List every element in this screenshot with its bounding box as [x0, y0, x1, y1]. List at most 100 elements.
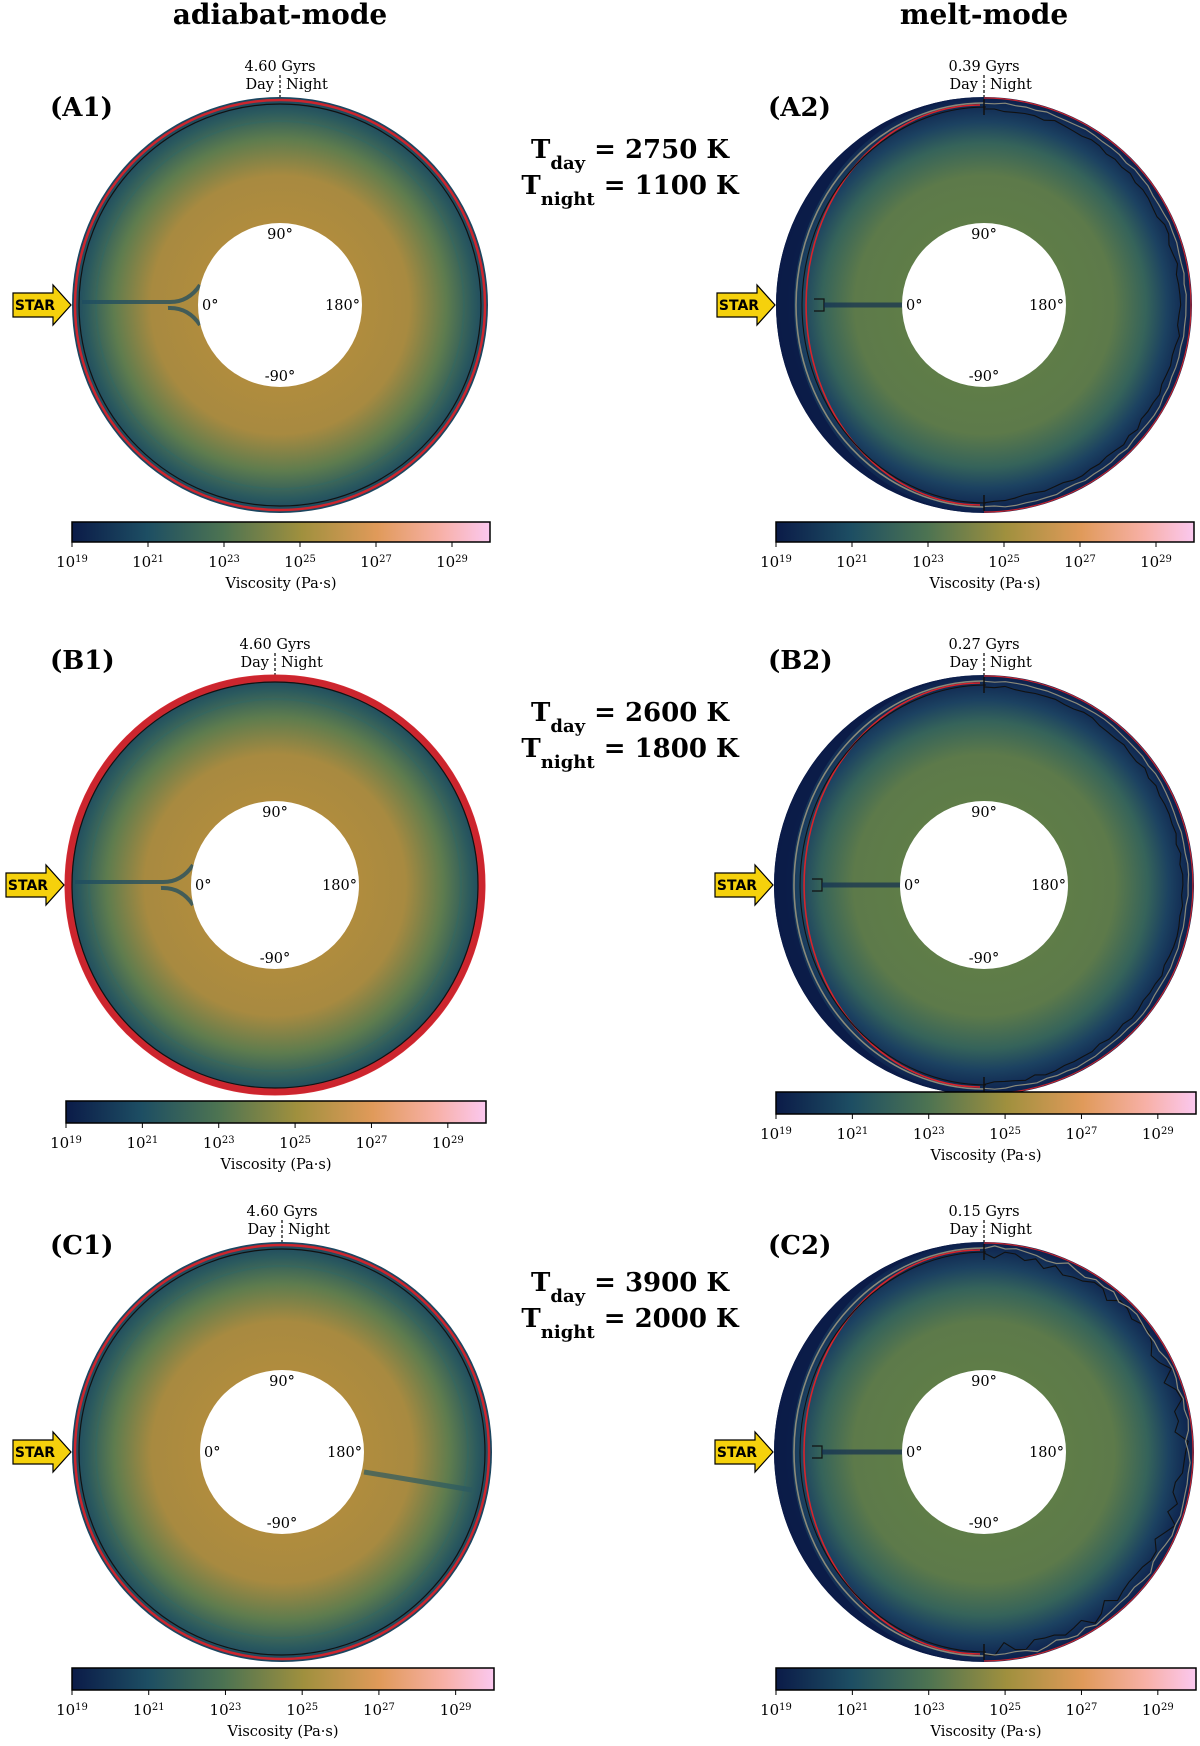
star-arrow-icon: [714, 1430, 774, 1474]
night-label: Night: [990, 1222, 1032, 1238]
night-label: Night: [990, 77, 1032, 93]
angle-180-label: 180°: [325, 298, 360, 314]
day-label: Day: [246, 77, 275, 93]
age-label: 0.39 Gyrs: [948, 59, 1019, 75]
angle-90-label: 90°: [971, 805, 997, 821]
colorbar-tick-label: 1029: [436, 553, 468, 571]
day-label: Day: [950, 77, 979, 93]
nightside-solidus-contour: [983, 1245, 1191, 1656]
thermal-boundary-ring: [88, 698, 462, 1072]
black-contour-ring: [78, 1248, 486, 1656]
age-label: 4.60 Gyrs: [244, 59, 315, 75]
colorbar-tick-label: 1029: [432, 1134, 464, 1152]
star-arrow-icon: [714, 863, 774, 907]
colorbar-tick-label: 1019: [56, 1701, 88, 1719]
colorbar-tick-label: 1023: [208, 553, 240, 571]
colorbar-tick-label: 1029: [1140, 553, 1172, 571]
core-region: [902, 1370, 1066, 1534]
angle-minus90-label: -90°: [969, 369, 1000, 385]
age-label: 4.60 Gyrs: [239, 637, 310, 653]
core-region: [902, 223, 1066, 387]
colorbar-label: Viscosity (Pa·s): [220, 1157, 332, 1173]
night-label: Night: [990, 655, 1032, 671]
angle-180-label: 180°: [1029, 298, 1064, 314]
angle-180-label: 180°: [322, 878, 357, 894]
angle-180-label: 180°: [1029, 1445, 1064, 1461]
colorbar-tick-label: 1019: [50, 1134, 82, 1152]
column-title-adiabat: adiabat-mode: [173, 0, 387, 31]
colorbar-label: Viscosity (Pa·s): [227, 1724, 339, 1740]
colorbar-gradient: [71, 521, 491, 543]
angle-0-label: 0°: [906, 298, 922, 314]
colorbar-tick-label: 1021: [133, 1701, 165, 1719]
colorbar-A2: 1019 1021 1023 1025 1027 1029 Viscosity (Pa·s): [760, 521, 1195, 592]
nightside-black-contour: [983, 1251, 1189, 1657]
core-region: [900, 801, 1068, 969]
panel-label: (B1): [50, 646, 115, 676]
nightside-black-contour: [983, 685, 1184, 1086]
colorbar-tick-label: 1021: [836, 1125, 868, 1143]
colorbar-label: Viscosity (Pa·s): [930, 1724, 1042, 1740]
colorbar-tick-label: 1023: [203, 1134, 235, 1152]
colorbar-tick-label: 1023: [210, 1701, 242, 1719]
black-contour-line: [799, 684, 987, 1086]
star-arrow-icon: [12, 1430, 72, 1474]
colorbar-tick-label: 1027: [1066, 1125, 1098, 1143]
star-label: STAR: [717, 1445, 757, 1461]
black-contour-ring: [78, 103, 482, 507]
age-label: 4.60 Gyrs: [246, 1204, 317, 1220]
night-label: Night: [286, 77, 328, 93]
t-day-label: Tday = 2600 K: [531, 698, 730, 737]
star-label: STAR: [15, 298, 55, 314]
colorbar-gradient: [775, 521, 1195, 543]
t-night-label: Tnight = 2000 K: [521, 1304, 740, 1343]
colorbar-tick-label: 1029: [1142, 1701, 1174, 1719]
colorbar-tick-label: 1029: [1142, 1125, 1174, 1143]
black-contour-ring: [71, 681, 479, 1089]
angle-0-label: 0°: [195, 878, 211, 894]
colorbar-tick-label: 1025: [286, 1701, 318, 1719]
angle-90-label: 90°: [262, 805, 288, 821]
solidus-contour-line: [793, 680, 985, 1090]
angle-minus90-label: -90°: [969, 1516, 1000, 1532]
solidus-contour-line: [795, 102, 985, 508]
colorbar-tick-label: 1025: [284, 553, 316, 571]
day-label: Day: [950, 1222, 979, 1238]
colorbar-B1: 1019 1021 1023 1025 1027 1029 Viscosity (Pa·s): [50, 1100, 487, 1173]
angle-minus90-label: -90°: [260, 951, 291, 967]
melt-contour-ring: [73, 1243, 491, 1661]
panel-B2: (B2) 0.27 Gyrs Day Night 90° 0° 180° -90° STAR: [714, 637, 1194, 1095]
panel-label: (A2): [768, 93, 831, 123]
upwelling-plume: [82, 283, 202, 327]
colorbar-gradient: [775, 1667, 1197, 1691]
upwelling-plume: [75, 863, 195, 907]
colorbar-tick-label: 1025: [988, 553, 1020, 571]
colorbar-tick-label: 1021: [126, 1134, 158, 1152]
colorbar-C1: 1019 1021 1023 1025 1027 1029 Viscosity (Pa·s): [56, 1667, 495, 1740]
angle-minus90-label: -90°: [267, 1516, 298, 1532]
melt-contour-line: [803, 1249, 981, 1655]
colorbar-tick-label: 1029: [440, 1701, 472, 1719]
angle-0-label: 0°: [906, 1445, 922, 1461]
colorbar-label: Viscosity (Pa·s): [930, 1148, 1042, 1164]
t-day-label: Tday = 2750 K: [531, 135, 730, 174]
angle-90-label: 90°: [269, 1374, 295, 1390]
colorbar-C2: 1019 1021 1023 1025 1027 1029 Viscosity (Pa·s): [760, 1667, 1197, 1740]
day-label: Day: [950, 655, 979, 671]
colorbar-tick-label: 1019: [56, 553, 88, 571]
melt-contour-ring: [73, 98, 487, 512]
colorbar-tick-label: 1019: [760, 1701, 792, 1719]
colorbar-tick-label: 1019: [760, 553, 792, 571]
melt-contour-line: [803, 682, 981, 1088]
nightside-melt-contour: [983, 97, 1192, 513]
thermal-boundary-ring: [95, 120, 465, 490]
black-contour-line: [801, 106, 987, 504]
colorbar-tick-label: 1027: [1064, 553, 1096, 571]
black-contour-line: [799, 1251, 987, 1653]
t-night-label: Tnight = 1100 K: [521, 171, 740, 210]
angle-90-label: 90°: [971, 1374, 997, 1390]
